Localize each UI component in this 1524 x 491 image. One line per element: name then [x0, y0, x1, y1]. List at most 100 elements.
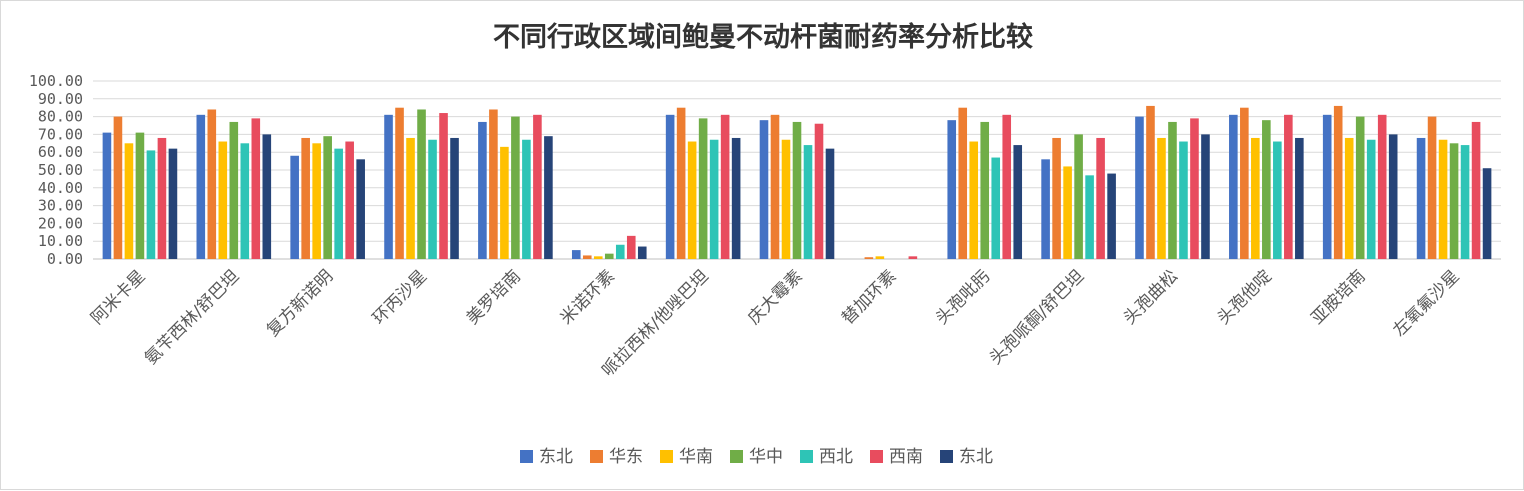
bar: [1438, 139, 1448, 259]
bar: [1388, 134, 1398, 259]
bar: [759, 120, 769, 259]
legend-label: 华东: [609, 447, 643, 467]
bar: [1052, 137, 1061, 259]
bar: [1074, 134, 1083, 259]
bar: [1366, 139, 1376, 259]
bar: [626, 235, 636, 259]
category-label: 头孢曲松: [1120, 266, 1182, 328]
bar: [803, 145, 813, 259]
bar: [1355, 116, 1365, 259]
bar: [301, 137, 310, 259]
y-tick-label: 50.00: [38, 161, 83, 179]
bar: [395, 107, 404, 259]
legend-swatch: [940, 450, 953, 463]
bar: [582, 255, 592, 259]
bar: [229, 121, 239, 259]
bar: [687, 141, 697, 259]
legend-item: 西南: [870, 447, 923, 467]
bar: [240, 143, 250, 259]
category-label: 替加环素: [838, 266, 900, 328]
category-label: 亚胺培南: [1308, 266, 1370, 328]
bar: [908, 256, 918, 259]
bar: [428, 139, 437, 259]
bar: [1273, 141, 1282, 259]
legend-item: 西北: [800, 447, 853, 467]
y-tick-label: 40.00: [38, 179, 83, 197]
bar: [1482, 168, 1492, 259]
category-label: 头孢他啶: [1214, 266, 1276, 328]
bar: [1085, 175, 1094, 259]
bar: [207, 109, 217, 259]
legend-swatch: [520, 450, 533, 463]
bar: [615, 244, 625, 259]
bar: [1240, 107, 1249, 259]
legend-label: 东北: [539, 447, 573, 467]
bar: [1229, 114, 1238, 259]
bar: [1013, 145, 1023, 259]
bar: [814, 123, 824, 259]
category-label: 左氧氟沙星: [1389, 266, 1463, 340]
bar: [334, 148, 343, 259]
y-tick-label: 70.00: [38, 125, 83, 143]
bar-layer: [102, 105, 1492, 259]
bar: [1002, 114, 1012, 259]
bar: [604, 253, 614, 259]
bar: [1295, 137, 1304, 259]
category-label: 阿米卡星: [87, 266, 149, 328]
bar: [417, 109, 426, 259]
legend-swatch: [660, 450, 673, 463]
bar: [1471, 121, 1481, 259]
bar: [770, 114, 780, 259]
bar: [676, 107, 686, 259]
bar: [102, 132, 112, 259]
y-tick-label: 90.00: [38, 90, 83, 108]
category-label: 头孢吡肟: [932, 266, 994, 328]
bar: [1377, 114, 1387, 259]
bar: [1157, 137, 1166, 259]
bar: [1449, 143, 1459, 259]
category-label: 氨苄西林/舒巴坦: [141, 266, 243, 368]
legend-label: 华南: [679, 447, 713, 467]
bar: [522, 139, 531, 259]
bar: [450, 137, 459, 259]
bar: [1146, 105, 1155, 259]
bar: [1041, 159, 1050, 259]
bar: [146, 150, 156, 259]
bar: [1262, 120, 1271, 259]
y-tick-label: 30.00: [38, 197, 83, 215]
bar: [969, 141, 979, 259]
bar: [1201, 134, 1210, 259]
bar: [406, 137, 415, 259]
bar: [947, 120, 957, 259]
y-tick-label: 20.00: [38, 214, 83, 232]
bar: [875, 256, 885, 259]
bar: [593, 256, 603, 259]
bar: [135, 132, 145, 259]
category-label: 米诺环素: [557, 266, 619, 328]
bar: [1251, 137, 1260, 259]
y-tick-label: 10.00: [38, 232, 83, 250]
bar: [991, 157, 1001, 259]
bar: [792, 121, 802, 259]
bar: [251, 118, 261, 259]
bar: [980, 121, 990, 259]
bar: [157, 137, 167, 259]
legend-swatch: [730, 450, 743, 463]
bar: [709, 139, 719, 259]
bar: [196, 114, 206, 259]
bar: [312, 143, 321, 259]
legend-swatch: [800, 450, 813, 463]
bar: [1135, 116, 1144, 259]
legend-item: 东北: [520, 447, 573, 467]
y-tick-label: 0.00: [47, 250, 83, 268]
bar: [218, 141, 228, 259]
bar: [323, 136, 332, 259]
bar: [290, 155, 299, 259]
bar: [864, 257, 874, 259]
legend-item: 华中: [730, 447, 783, 467]
bar: [1096, 137, 1105, 259]
bar: [1168, 121, 1177, 259]
bar: [500, 146, 509, 259]
